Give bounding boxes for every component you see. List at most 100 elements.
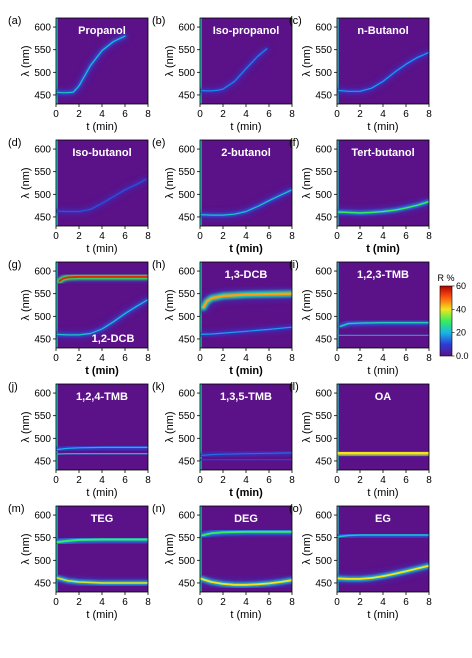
x-axis-label: t (min) — [367, 365, 398, 377]
x-tick-label: 4 — [99, 231, 105, 242]
x-tick-label: 6 — [122, 353, 128, 364]
y-axis-label: λ (nm) — [301, 533, 313, 564]
x-tick-label: 8 — [426, 109, 432, 120]
y-tick-label: 500 — [34, 312, 51, 323]
y-tick-label: 600 — [178, 389, 195, 400]
x-tick-label: 2 — [220, 109, 226, 120]
x-tick-label: 8 — [289, 353, 295, 364]
x-axis-label: t (min) — [229, 365, 263, 377]
y-axis-label: λ (nm) — [301, 289, 313, 320]
x-tick-label: 6 — [266, 109, 272, 120]
time-zero-line — [56, 262, 58, 348]
panel-g: 450 500 550 600 0 2 4 6 8 t (min) λ (nm) (g) 1,2-DCB — [8, 259, 151, 377]
colorbar: R %60 40 20 0.0 — [437, 273, 468, 361]
colorbar-title: R % — [437, 273, 454, 283]
y-tick-label: 550 — [315, 167, 332, 178]
x-tick-label: 8 — [145, 353, 151, 364]
y-tick-label: 500 — [315, 434, 332, 445]
x-tick-label: 0 — [197, 231, 203, 242]
x-tick-label: 0 — [197, 109, 203, 120]
panel-title: Iso-propanol — [213, 25, 280, 37]
x-tick-label: 2 — [220, 353, 226, 364]
x-tick-label: 8 — [426, 231, 432, 242]
y-tick-label: 450 — [34, 212, 51, 223]
x-tick-label: 4 — [243, 231, 249, 242]
y-tick-label: 500 — [178, 556, 195, 567]
spectral-ridge-1 — [56, 538, 148, 544]
panel-plot-content — [200, 506, 292, 592]
x-tick-label: 6 — [122, 109, 128, 120]
spectral-ridge-2 — [200, 577, 292, 586]
y-tick-label: 550 — [178, 289, 195, 300]
x-tick-label: 4 — [380, 109, 386, 120]
y-axis-label: λ (nm) — [164, 289, 176, 320]
panel-plot-content — [56, 140, 148, 226]
spectral-ridge-1 — [337, 534, 429, 538]
y-tick-label: 600 — [178, 145, 195, 156]
panel-plot-content — [200, 18, 270, 104]
x-tick-label: 8 — [289, 475, 295, 486]
y-tick-label: 450 — [178, 334, 195, 345]
panel-letter: (o) — [289, 503, 302, 515]
panel-letter: (c) — [289, 15, 302, 27]
x-tick-label: 2 — [76, 231, 82, 242]
panel-letter: (l) — [289, 381, 299, 393]
time-zero-line — [337, 18, 339, 104]
panel-letter: (j) — [8, 381, 18, 393]
panel-letter: (d) — [8, 137, 21, 149]
time-zero-line — [56, 18, 58, 104]
x-tick-label: 0 — [53, 475, 59, 486]
y-tick-label: 600 — [178, 267, 195, 278]
time-zero-line — [56, 384, 58, 470]
x-axis-label: t (min) — [367, 487, 398, 499]
x-tick-label: 8 — [426, 597, 432, 608]
y-tick-label: 500 — [34, 434, 51, 445]
panel-letter: (k) — [152, 381, 165, 393]
y-tick-label: 500 — [315, 556, 332, 567]
panel-plot-content — [337, 384, 429, 470]
x-tick-label: 8 — [145, 597, 151, 608]
x-axis-label: t (min) — [230, 609, 261, 621]
x-tick-label: 2 — [357, 475, 363, 486]
panel-plot-content — [337, 262, 429, 348]
panel-letter: (f) — [289, 137, 299, 149]
x-tick-label: 2 — [220, 597, 226, 608]
y-tick-label: 550 — [178, 411, 195, 422]
time-zero-line — [200, 506, 202, 592]
x-tick-label: 0 — [53, 109, 59, 120]
y-tick-label: 600 — [178, 511, 195, 522]
spectral-ridge-2 — [337, 564, 429, 580]
x-tick-label: 2 — [357, 109, 363, 120]
time-zero-line — [200, 384, 202, 470]
panel-title: 1,3,5-TMB — [220, 391, 272, 403]
spectral-ridge-2 — [56, 299, 148, 336]
panel-k: 450 500 550 600 0 2 4 6 8 t (min) λ (nm) (k) 1,3,5-T… — [152, 381, 295, 499]
y-tick-label: 450 — [315, 456, 332, 467]
spectral-ridge-1 — [200, 189, 292, 216]
y-tick-label: 550 — [34, 411, 51, 422]
y-tick-label: 450 — [315, 90, 332, 101]
y-tick-label: 600 — [34, 511, 51, 522]
panel-plot-content — [337, 18, 429, 104]
x-tick-label: 8 — [289, 231, 295, 242]
time-zero-line — [337, 506, 339, 592]
y-tick-label: 600 — [315, 267, 332, 278]
colorbar-gradient — [439, 285, 453, 357]
x-tick-label: 8 — [145, 109, 151, 120]
x-tick-label: 4 — [243, 475, 249, 486]
x-tick-label: 4 — [380, 353, 386, 364]
x-axis-label: t (min) — [366, 243, 400, 255]
panel-title: Tert-butanol — [351, 147, 414, 159]
y-tick-label: 550 — [178, 167, 195, 178]
x-tick-label: 4 — [380, 597, 386, 608]
panel-letter: (g) — [8, 259, 21, 271]
x-tick-label: 6 — [266, 353, 272, 364]
panel-letter: (b) — [152, 15, 165, 27]
y-tick-label: 550 — [34, 167, 51, 178]
y-tick-label: 450 — [178, 90, 195, 101]
panel-i: 450 500 550 600 0 2 4 6 8 t (min) λ (nm) (i) 1,2,3-T… — [289, 259, 432, 377]
y-tick-label: 500 — [178, 312, 195, 323]
y-tick-label: 550 — [315, 289, 332, 300]
